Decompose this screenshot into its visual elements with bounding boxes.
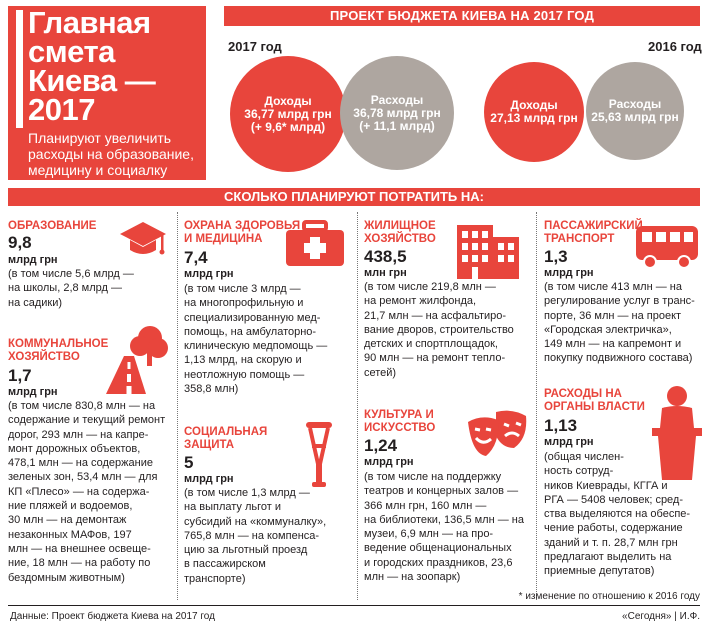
government-unit: млрд грн <box>544 436 594 448</box>
communal-unit: млрд грн <box>8 386 58 398</box>
culture-amount: 1,24 <box>364 436 398 455</box>
housing-unit: млн грн <box>364 267 407 279</box>
road-and-tree-icon <box>106 326 168 394</box>
government-amount: 1,13 <box>544 416 578 435</box>
health-amount: 7,4 <box>184 248 208 267</box>
credit: «Сегодня» | И.Ф. <box>622 611 700 622</box>
year-2016-label: 2016 год <box>648 39 702 54</box>
footnote: * изменение по отношению к 2016 году <box>518 591 700 602</box>
year-2017-label: 2017 год <box>228 39 282 54</box>
footer-divider <box>8 605 700 606</box>
transport-amount: 1,3 <box>544 247 568 266</box>
social-amount: 5 <box>184 453 194 472</box>
expense-2016-circle: Расходы 25,63 млрд грн <box>586 62 684 160</box>
apartment-building-icon <box>457 225 519 279</box>
education-description: (в том числе 5,6 млрд — на школы, 2,8 мл… <box>8 268 134 309</box>
transport-unit: млрд грн <box>544 267 594 279</box>
communal-description: (в том числе 830,8 млн — на содержание и… <box>8 400 166 584</box>
bus-icon <box>636 226 698 269</box>
housing-description: (в том числе 219,8 млн — на ремонт жилфо… <box>364 281 514 379</box>
social-category: СОЦИАЛЬНАЯ ЗАЩИТА <box>184 426 268 451</box>
education-unit: млрд грн <box>8 254 58 266</box>
theater-masks-icon <box>468 410 527 456</box>
headline-panel <box>8 6 206 180</box>
education-category: ОБРАЗОВАНИЕ <box>8 220 97 232</box>
income-2016-circle: Доходы 27,13 млрд грн <box>484 62 584 162</box>
culture-unit: млрд грн <box>364 456 414 468</box>
first-aid-kit-icon <box>286 220 344 266</box>
transport-category: ПАССАЖИРСКИЙ ТРАНСПОРТ <box>544 220 643 245</box>
education-amount: 9,8 <box>8 233 32 252</box>
spend-banner: СКОЛЬКО ПЛАНИРУЮТ ПОТРАТИТЬ НА: <box>8 188 700 206</box>
speaker-podium-icon <box>652 386 702 480</box>
social-unit: млрд грн <box>184 473 234 485</box>
income-2017-circle: Доходы 36,77 млрд грн (+ 9,6* млрд) <box>230 56 346 172</box>
health-category: ОХРАНА ЗДОРОВЬЯ И МЕДИЦИНА <box>184 220 301 245</box>
housing-amount: 438,5 <box>364 247 407 266</box>
transport-description: (в том числе 413 млн — на регулирование … <box>544 281 695 365</box>
graduation-cap-icon <box>120 222 166 255</box>
housing-category: ЖИЛИЩНОЕ ХОЗЯЙСТВО <box>364 220 436 245</box>
page-subtitle: Планируют увеличить расходы на образован… <box>28 130 194 178</box>
budget-banner: ПРОЕКТ БЮДЖЕТА КИЕВА НА 2017 ГОД <box>224 6 700 26</box>
column-divider <box>536 212 537 600</box>
column-divider <box>177 212 178 600</box>
health-description: (в том числе 3 млрд — на многопрофильную… <box>184 283 328 396</box>
health-unit: млрд грн <box>184 268 234 280</box>
communal-category: КОММУНАЛЬНОЕ ХОЗЯЙСТВО <box>8 338 109 363</box>
social-description: (в том числе 1,3 млрд — на выплату льгот… <box>184 487 327 585</box>
crutch-icon <box>306 422 332 487</box>
headline-accent-bar <box>16 10 23 128</box>
culture-description: (в том числе на поддержку театров и конц… <box>364 471 524 584</box>
government-category: РАСХОДЫ НА ОРГАНЫ ВЛАСТИ <box>544 388 645 413</box>
source-note: Данные: Проект бюджета Киева на 2017 год <box>10 611 215 622</box>
column-divider <box>357 212 358 600</box>
culture-category: КУЛЬТУРА И ИСКУССТВО <box>364 409 436 434</box>
communal-amount: 1,7 <box>8 366 32 385</box>
expense-2017-circle: Расходы 36,78 млрд грн (+ 11,1 млрд) <box>340 56 454 170</box>
government-description: (общая числен- ность сотруд- ников Киевр… <box>544 451 691 578</box>
page-title: Главная смета Киева — 2017 <box>28 5 156 127</box>
